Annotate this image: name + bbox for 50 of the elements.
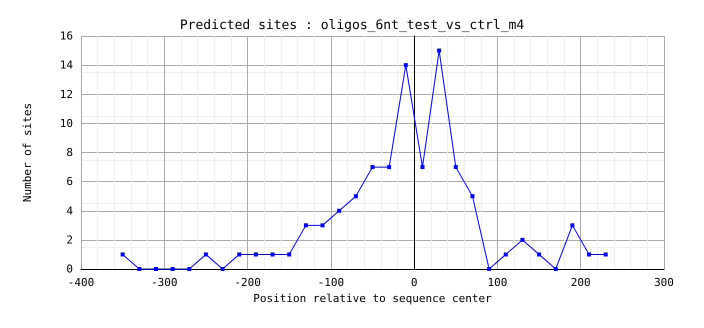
y-tick-label: 6 (66, 175, 73, 188)
point (470, 194, 474, 198)
y-tick-label: 10 (60, 116, 73, 130)
x-tick-label: 300 (654, 276, 674, 289)
point (437, 48, 442, 53)
y-tick-label: 0 (66, 262, 73, 276)
x-tick-label: -400 (68, 276, 94, 289)
x-tick-label: -100 (318, 276, 344, 289)
point (354, 194, 358, 198)
point (570, 223, 574, 228)
x-tick-label: -300 (151, 276, 178, 289)
point (454, 165, 458, 170)
point (137, 267, 142, 271)
point (154, 267, 158, 271)
point (487, 267, 492, 271)
y-tick-label: 12 (60, 88, 73, 101)
x-tick-label: 0 (410, 276, 418, 289)
point (170, 267, 175, 271)
point (287, 252, 292, 256)
chart-title: Predicted sites : oligos_6nt_test_vs_ctrl_m4 (180, 18, 524, 33)
y-tick-label: 8 (66, 146, 73, 159)
point (187, 267, 192, 271)
point (304, 223, 308, 228)
point (204, 252, 208, 256)
point (604, 252, 608, 256)
y-tick-label: 16 (60, 30, 73, 42)
point (237, 252, 242, 256)
point (537, 252, 542, 256)
point (337, 208, 342, 213)
point (120, 252, 125, 256)
point (420, 165, 424, 170)
point (587, 252, 592, 256)
y-tick-label: 2 (66, 233, 73, 246)
point (370, 165, 374, 170)
point (404, 63, 408, 68)
point (504, 252, 508, 256)
y-tick-label: 4 (66, 204, 74, 218)
y-axis-title: Number of sites (21, 102, 34, 202)
y-tick-label: 14 (60, 58, 74, 72)
point (520, 238, 524, 242)
point (320, 223, 325, 228)
x-axis-title: Position relative to sequence center (253, 292, 492, 305)
point (270, 252, 275, 256)
point (387, 165, 392, 170)
x-tick-label: 200 (570, 276, 591, 289)
point (254, 252, 258, 256)
x-tick-label: 100 (487, 276, 508, 289)
point (554, 267, 558, 271)
point (220, 267, 225, 271)
x-tick-label: -200 (234, 276, 261, 289)
